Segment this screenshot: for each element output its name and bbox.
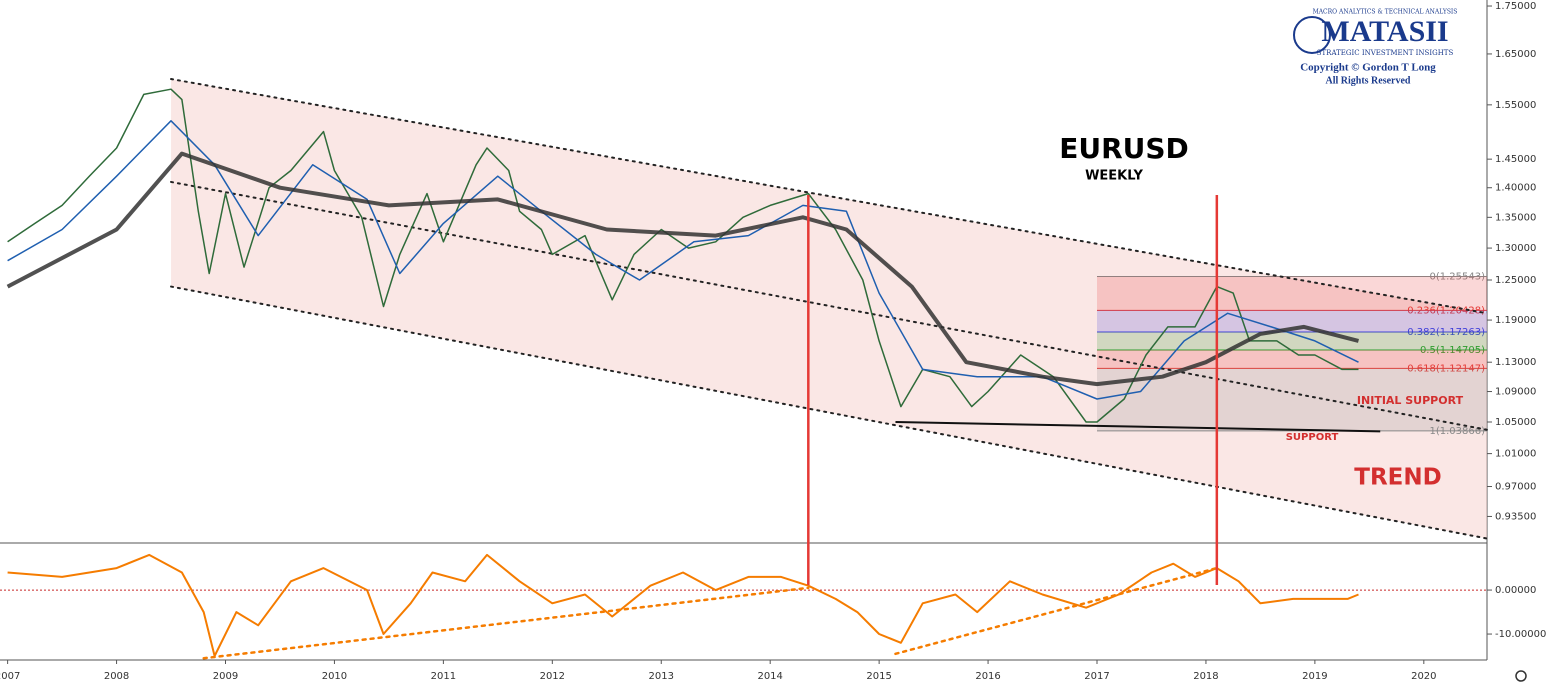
support-line: [895, 420, 1381, 433]
x-tick-label: 2020: [1411, 671, 1436, 682]
chart-title: EURUSD: [1059, 132, 1189, 165]
y-tick-label: 1.30000: [1495, 243, 1536, 254]
x-tick-label: 2011: [431, 671, 456, 682]
fib-band: [1097, 332, 1487, 351]
y-tick-label: 1.75000: [1495, 1, 1536, 12]
x-tick-label: 2012: [540, 671, 565, 682]
fib-label: 1(1.03866): [1429, 426, 1485, 437]
fib-label: 0(1.25543): [1429, 271, 1485, 282]
channel-fill: [171, 78, 1488, 539]
fib-label: 0.382(1.17263): [1407, 327, 1485, 338]
series-line: [6, 151, 1359, 387]
fib-label: 0.5(1.14705): [1420, 345, 1485, 356]
y-tick-label: 1.05000: [1495, 417, 1536, 428]
logo-copyright: Copyright © Gordon T Long: [1300, 62, 1436, 74]
y-tick-label: 1.13000: [1495, 357, 1536, 368]
fib-label: 0.236(1.20428): [1407, 305, 1485, 316]
logo-name: MATASII: [1321, 15, 1448, 48]
y-tick-label: 0.00000: [1495, 585, 1536, 596]
y-tick-label: 1.40000: [1495, 183, 1536, 194]
series-line: [7, 88, 1359, 423]
x-tick-label: 2007: [0, 671, 20, 682]
y-tick-label: 1.65000: [1495, 49, 1536, 60]
x-tick-label: 2013: [649, 671, 674, 682]
annotation: INITIAL SUPPORT: [1357, 394, 1464, 407]
fib-band: [1097, 350, 1487, 369]
x-tick-label: 2018: [1193, 671, 1218, 682]
y-tick-label: 1.45000: [1495, 154, 1536, 165]
trend-line: [170, 285, 1488, 540]
x-tick-label: 2008: [104, 671, 129, 682]
y-tick-label: 1.25000: [1495, 275, 1536, 286]
trend-line: [202, 586, 810, 660]
logo-rights: All Rights Reserved: [1326, 75, 1411, 86]
fib-label: 0.618(1.12147): [1407, 363, 1485, 374]
y-tick-label: 0.93500: [1495, 511, 1536, 522]
trend-line: [170, 180, 1488, 431]
x-tick-label: 2014: [757, 671, 782, 682]
x-tick-label: 2019: [1302, 671, 1327, 682]
y-tick-label: 1.19000: [1495, 315, 1536, 326]
fib-band: [1097, 368, 1487, 431]
logo: MACRO ANALYTICS & TECHNICAL ANALYSIS MAT…: [1293, 9, 1458, 86]
series-line: [7, 120, 1359, 400]
logo-icon: [1293, 16, 1331, 54]
logo-sub: STRATEGIC INVESTMENT INSIGHTS: [1317, 49, 1454, 57]
x-tick-label: 2009: [213, 671, 238, 682]
y-tick-label: 1.01000: [1495, 449, 1536, 460]
x-tick-label: 2017: [1084, 671, 1109, 682]
y-tick-label: 0.97000: [1495, 482, 1536, 493]
x-tick-label: 2010: [322, 671, 347, 682]
chart-subtitle: WEEKLY: [1085, 169, 1143, 184]
y-tick-label: -10.00000: [1495, 629, 1546, 640]
logo-tagline: MACRO ANALYTICS & TECHNICAL ANALYSIS: [1313, 9, 1458, 16]
x-tick-label: 2015: [866, 671, 891, 682]
y-tick-label: 1.35000: [1495, 212, 1536, 223]
x-tick-label: 2016: [975, 671, 1000, 682]
settings-icon[interactable]: [1515, 670, 1527, 682]
y-tick-label: 1.09000: [1495, 387, 1536, 398]
y-tick-label: 1.55000: [1495, 100, 1536, 111]
annotation: SUPPORT: [1286, 432, 1339, 443]
fib-band: [1097, 276, 1487, 311]
annotation: TREND: [1354, 465, 1441, 491]
trend-line: [894, 566, 1219, 656]
series-line: [7, 553, 1359, 657]
trend-line: [170, 77, 1488, 315]
